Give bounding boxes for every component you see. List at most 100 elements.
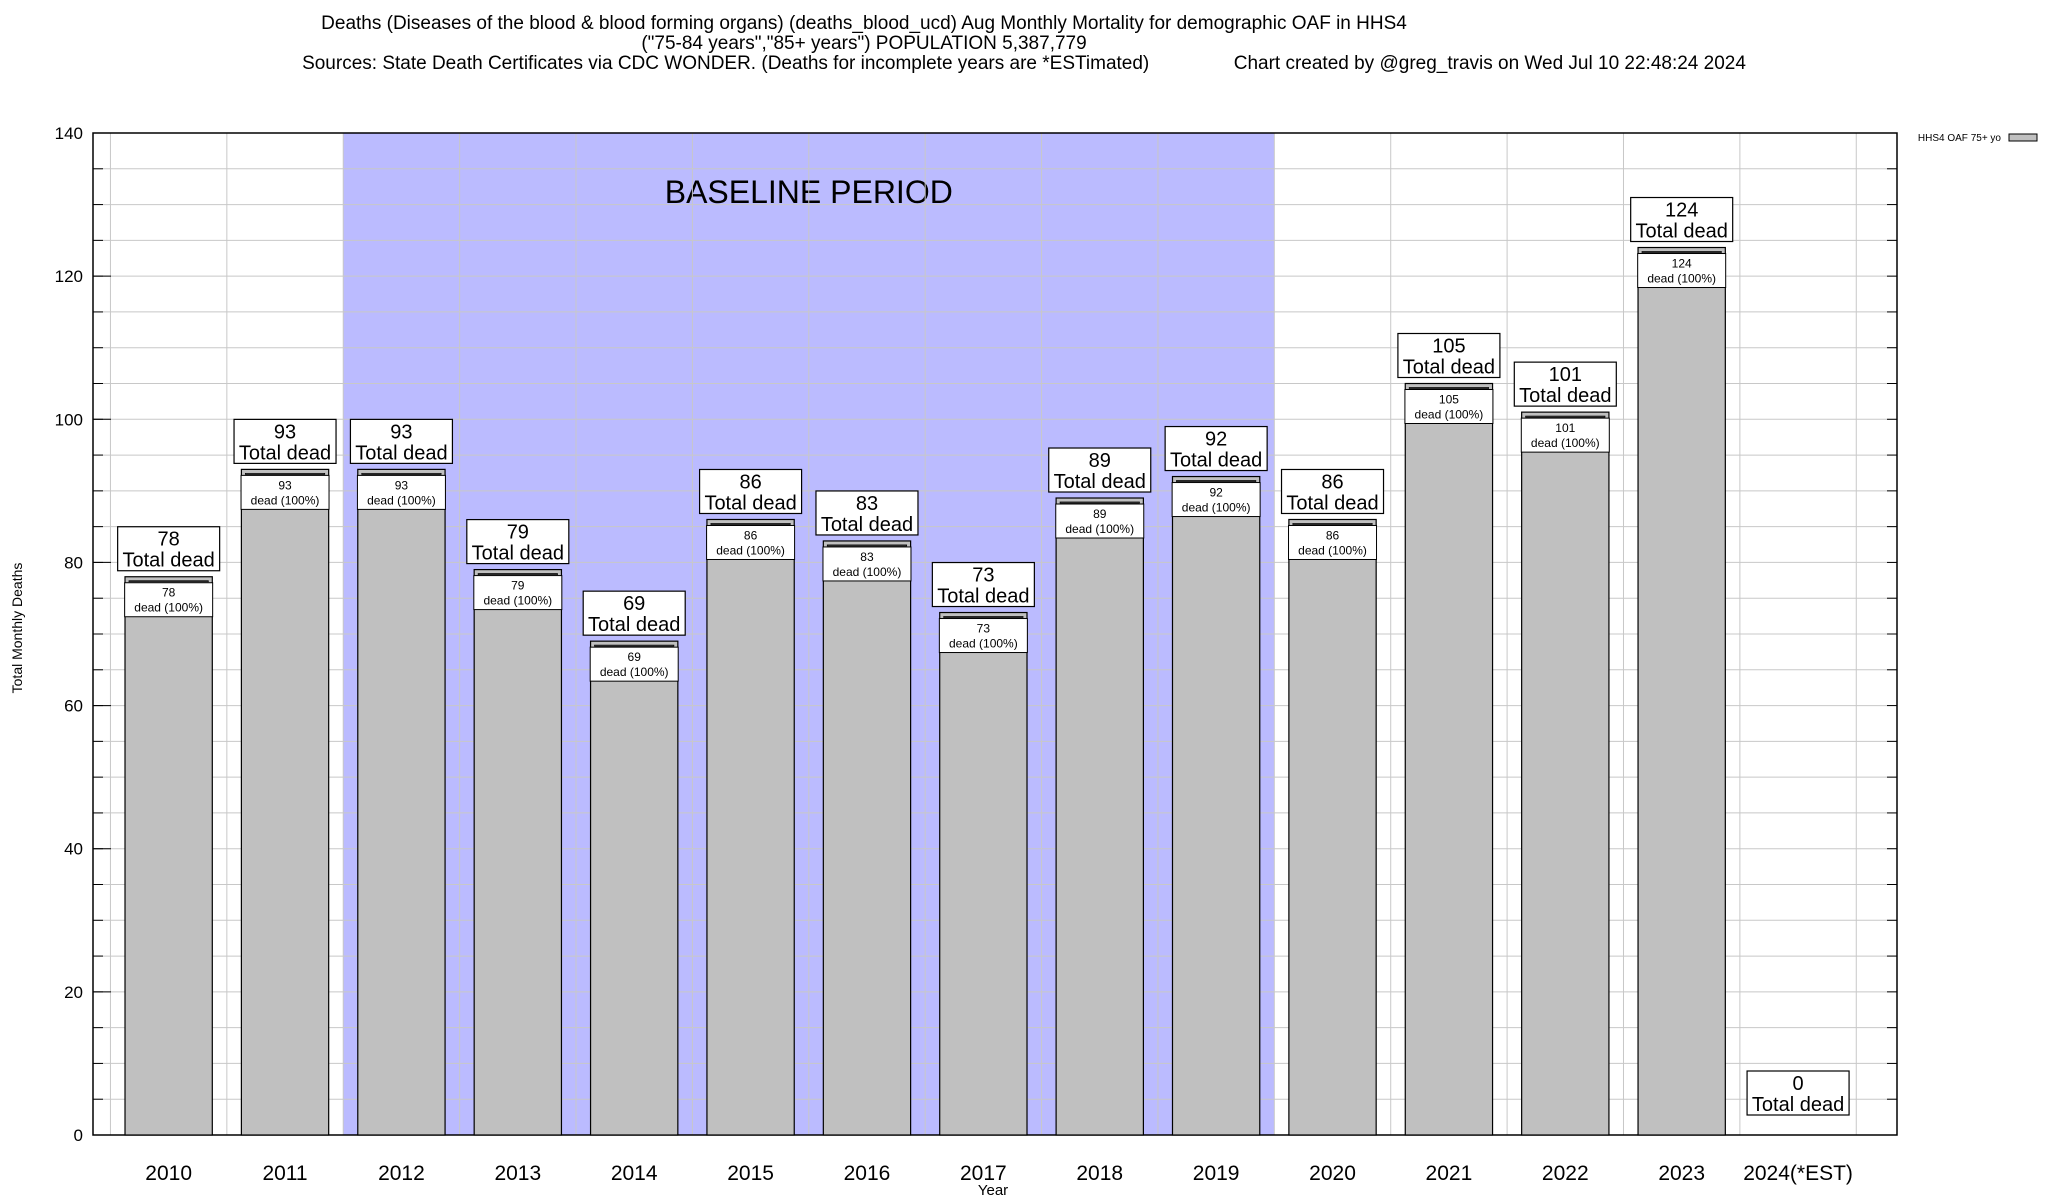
inner-value-label: 86 bbox=[1326, 528, 1340, 542]
x-tick-label: 2013 bbox=[494, 1162, 541, 1185]
bar-inner-line bbox=[710, 523, 791, 525]
total-dead-label: Total dead bbox=[1054, 471, 1146, 493]
inner-value-label: 73 bbox=[977, 622, 991, 636]
x-tick-label: 2011 bbox=[262, 1162, 307, 1185]
inner-dead-label: dead (100%) bbox=[1298, 543, 1367, 557]
inner-label-box bbox=[1520, 417, 1610, 453]
total-dead-label: Total dead bbox=[239, 442, 331, 464]
bar bbox=[822, 540, 912, 1136]
inner-label-box bbox=[356, 474, 446, 510]
inner-value-label: 93 bbox=[278, 478, 292, 492]
total-value-label: 83 bbox=[856, 493, 878, 515]
bar bbox=[589, 640, 679, 1136]
inner-label-box bbox=[124, 582, 214, 618]
x-tick-label: 2020 bbox=[1309, 1162, 1356, 1185]
bar bbox=[1404, 382, 1494, 1136]
inner-value-label: 124 bbox=[1672, 257, 1692, 271]
total-dead-label: Total dead bbox=[1519, 385, 1611, 407]
total-label-box bbox=[931, 561, 1035, 608]
inner-dead-label: dead (100%) bbox=[716, 543, 785, 557]
total-value-label: 93 bbox=[274, 421, 296, 443]
inner-label-box bbox=[1404, 389, 1494, 424]
bar bbox=[357, 468, 446, 1136]
x-tick-label: 2012 bbox=[378, 1162, 425, 1185]
total-dead-label: Total dead bbox=[704, 492, 796, 514]
total-label-box bbox=[1280, 468, 1385, 515]
x-tick-label: 2021 bbox=[1426, 1162, 1473, 1185]
inner-label-box bbox=[1171, 482, 1261, 518]
inner-label-box bbox=[1637, 253, 1727, 289]
total-dead-label: Total dead bbox=[1752, 1094, 1844, 1116]
y-tick-label: 40 bbox=[64, 840, 83, 859]
total-label-box bbox=[698, 468, 803, 515]
total-value-label: 105 bbox=[1432, 336, 1465, 358]
legend-label: HHS4 OAF 75+ yo bbox=[1918, 133, 2002, 144]
inner-dead-label: dead (100%) bbox=[1531, 436, 1600, 450]
total-value-label: 78 bbox=[158, 529, 180, 551]
y-tick-label: 80 bbox=[64, 553, 83, 572]
inner-dead-label: dead (100%) bbox=[134, 601, 203, 615]
bar bbox=[1637, 246, 1726, 1136]
total-value-label: 79 bbox=[507, 522, 529, 544]
inner-dead-label: dead (100%) bbox=[1647, 272, 1716, 286]
bar bbox=[473, 568, 563, 1136]
bar bbox=[1055, 497, 1144, 1136]
chart-title-line-3: Sources: State Death Certificates via CD… bbox=[302, 53, 1746, 74]
y-tick-label: 100 bbox=[55, 410, 83, 429]
inner-dead-label: dead (100%) bbox=[483, 594, 552, 608]
total-value-label: 124 bbox=[1665, 200, 1698, 222]
bar-inner-line bbox=[826, 544, 908, 547]
inner-value-label: 86 bbox=[744, 528, 758, 542]
total-dead-label: Total dead bbox=[123, 550, 215, 572]
total-value-label: 0 bbox=[1793, 1073, 1804, 1095]
bar-inner-line bbox=[1408, 387, 1489, 389]
total-dead-label: Total dead bbox=[1286, 492, 1378, 514]
total-value-label: 93 bbox=[390, 421, 412, 443]
total-dead-label: Total dead bbox=[355, 442, 447, 464]
total-label-box bbox=[117, 526, 221, 572]
bar bbox=[1288, 518, 1377, 1136]
bar bbox=[124, 576, 213, 1136]
bar-inner-line bbox=[1292, 523, 1373, 525]
inner-dead-label: dead (100%) bbox=[251, 493, 320, 507]
total-value-label: 86 bbox=[739, 471, 761, 493]
bar-inner-line bbox=[361, 472, 442, 475]
total-label-box bbox=[1630, 196, 1734, 243]
inner-label-box bbox=[473, 575, 563, 611]
inner-dead-label: dead (100%) bbox=[367, 493, 436, 507]
bar-inner-line bbox=[244, 472, 326, 475]
axis-layer: 0 20 40 60 80 100 120 140 2010 2011 2012 2013 2014 20… bbox=[55, 124, 1898, 1185]
chart-title-line-1: Deaths (Diseases of the blood & blood fo… bbox=[321, 13, 1407, 34]
bar bbox=[1521, 411, 1610, 1136]
y-tick-label: 120 bbox=[55, 267, 83, 286]
total-label-box bbox=[1397, 332, 1501, 379]
x-tick-label: 2010 bbox=[145, 1162, 192, 1185]
inner-dead-label: dead (100%) bbox=[949, 637, 1018, 651]
inner-dead-label: dead (100%) bbox=[1065, 522, 1134, 536]
y-tick-label: 0 bbox=[74, 1126, 83, 1145]
inner-value-label: 89 bbox=[1093, 507, 1107, 521]
y-tick-label: 60 bbox=[64, 697, 83, 716]
x-axis-label: Year bbox=[978, 1182, 1008, 1199]
inner-dead-label: dead (100%) bbox=[1415, 408, 1484, 422]
total-label-box bbox=[233, 418, 337, 464]
chart-title-line-2: ("75-84 years","85+ years") POPULATION 5… bbox=[641, 33, 1087, 54]
